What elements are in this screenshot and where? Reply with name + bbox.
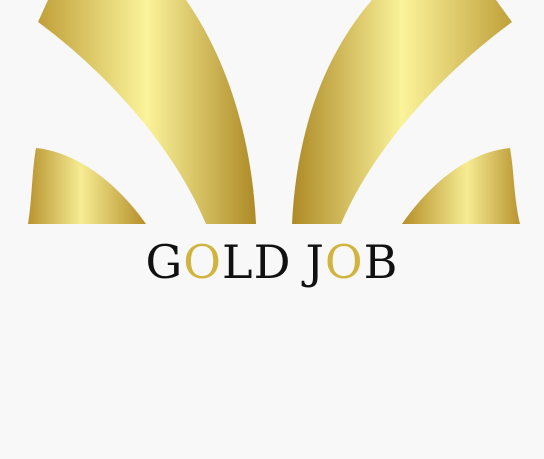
wordmark-letter-o: O [183,235,223,289]
left-small-wing [28,148,146,224]
wordmark-letter-o-2: O [324,235,364,289]
wordmark-letter-g: G [145,235,184,289]
wordmark-letter-d: D [253,235,292,289]
wordmark-letter-b: B [363,235,399,289]
brand-wordmark: GOLD JOB [0,232,544,292]
right-small-wing [402,148,520,224]
left-large-blade [38,0,256,224]
gold-emblem-icon [28,0,520,224]
right-large-blade [292,0,512,224]
wordmark-letter-j: J [305,235,325,289]
wordmark-letter-l: L [222,235,254,289]
